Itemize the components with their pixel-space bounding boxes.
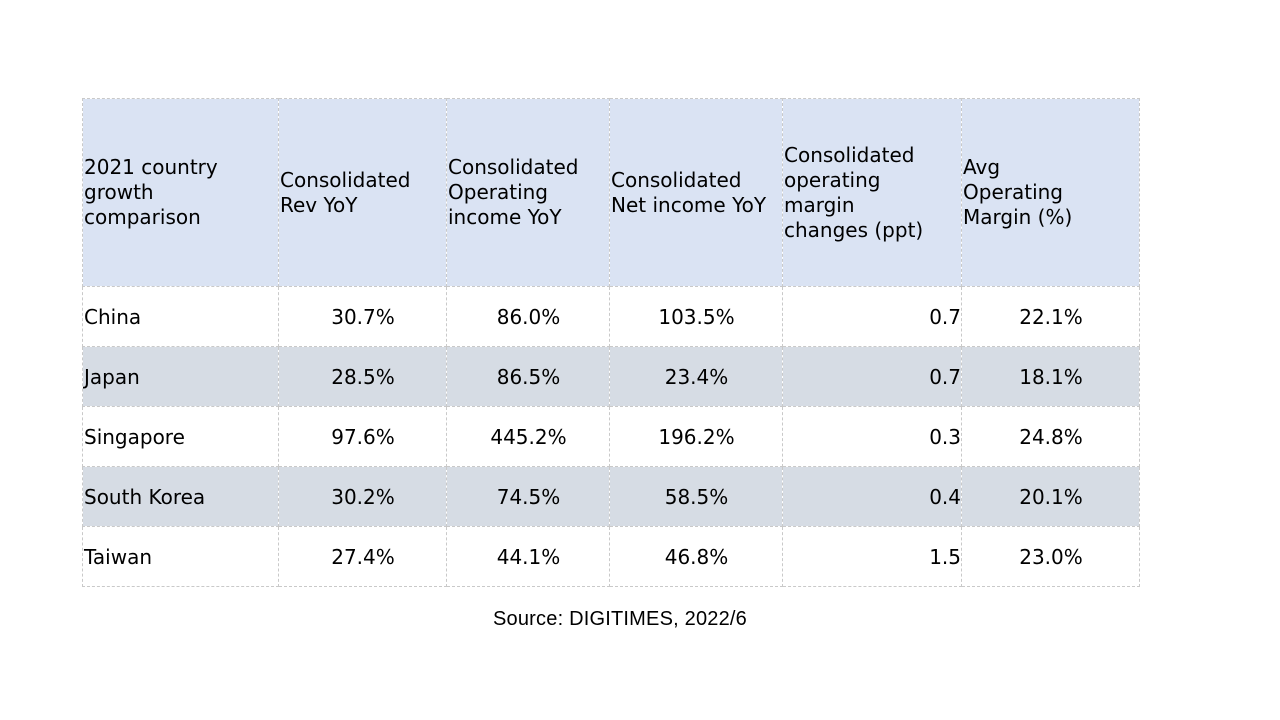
avg-margin-cell: 22.1% [961, 286, 1140, 347]
country-cell: Singapore [82, 406, 279, 467]
growth-comparison-table: 2021 country growth comparison Consolida… [82, 98, 1140, 587]
rev-yoy-cell: 30.2% [278, 466, 447, 527]
country-cell: South Korea [82, 466, 279, 527]
table-row: Taiwan 27.4% 44.1% 46.8% 1.5 23.0% [82, 526, 1140, 587]
avg-margin-cell: 23.0% [961, 526, 1140, 587]
country-cell: Taiwan [82, 526, 279, 587]
margin-change-cell: 1.5 [782, 526, 962, 587]
operating-income-yoy-cell: 86.0% [446, 286, 610, 347]
operating-income-yoy-cell: 86.5% [446, 346, 610, 407]
header-rev-yoy: Consolidated Rev YoY [278, 98, 447, 287]
source-note: Source: DIGITIMES, 2022/6 [493, 608, 747, 630]
margin-change-cell: 0.7 [782, 286, 962, 347]
net-income-yoy-cell: 46.8% [609, 526, 783, 587]
rev-yoy-cell: 28.5% [278, 346, 447, 407]
margin-change-cell: 0.3 [782, 406, 962, 467]
rev-yoy-cell: 27.4% [278, 526, 447, 587]
header-operating-income-yoy: Consolidated Operating income YoY [446, 98, 610, 287]
header-row: 2021 country growth comparison Consolida… [82, 98, 1140, 287]
net-income-yoy-cell: 23.4% [609, 346, 783, 407]
operating-income-yoy-cell: 44.1% [446, 526, 610, 587]
table-row: China 30.7% 86.0% 103.5% 0.7 22.1% [82, 286, 1140, 347]
rev-yoy-cell: 30.7% [278, 286, 447, 347]
country-cell: Japan [82, 346, 279, 407]
net-income-yoy-cell: 103.5% [609, 286, 783, 347]
header-operating-margin-changes: Consolidated operating margin changes (p… [782, 98, 962, 287]
net-income-yoy-cell: 196.2% [609, 406, 783, 467]
table-row: Japan 28.5% 86.5% 23.4% 0.7 18.1% [82, 346, 1140, 407]
rev-yoy-cell: 97.6% [278, 406, 447, 467]
header-net-income-yoy: Consolidated Net income YoY [609, 98, 783, 287]
avg-margin-cell: 18.1% [961, 346, 1140, 407]
margin-change-cell: 0.7 [782, 346, 962, 407]
margin-change-cell: 0.4 [782, 466, 962, 527]
table-row: Singapore 97.6% 445.2% 196.2% 0.3 24.8% [82, 406, 1140, 467]
operating-income-yoy-cell: 445.2% [446, 406, 610, 467]
net-income-yoy-cell: 58.5% [609, 466, 783, 527]
avg-margin-cell: 24.8% [961, 406, 1140, 467]
avg-margin-cell: 20.1% [961, 466, 1140, 527]
table-row: South Korea 30.2% 74.5% 58.5% 0.4 20.1% [82, 466, 1140, 527]
operating-income-yoy-cell: 74.5% [446, 466, 610, 527]
table-body: China 30.7% 86.0% 103.5% 0.7 22.1% Japan… [82, 286, 1140, 587]
header-avg-operating-margin: Avg Operating Margin (%) [961, 98, 1140, 287]
header-country: 2021 country growth comparison [82, 98, 279, 287]
country-cell: China [82, 286, 279, 347]
